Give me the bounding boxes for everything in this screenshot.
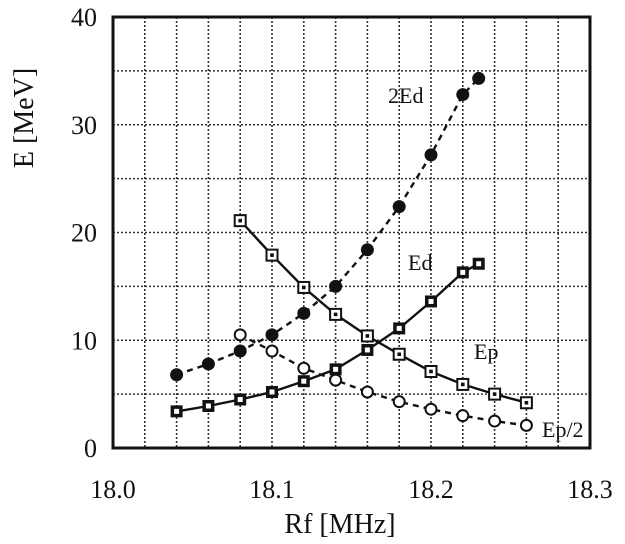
data-point-2ed	[170, 368, 184, 382]
data-point-ed	[472, 257, 485, 270]
x-tick-label: 18.0	[90, 475, 136, 504]
series-label-ep: Ep	[474, 339, 498, 364]
series-line-2ed	[176, 77, 480, 376]
data-point-ed	[202, 399, 215, 412]
series-label-ep-half: Ep/2	[542, 417, 584, 442]
series-line-ep-2	[239, 333, 527, 427]
data-point-ep-2	[392, 395, 406, 409]
y-tick-label: 20	[71, 219, 97, 248]
data-point-ep	[456, 377, 470, 391]
series-markers	[170, 71, 533, 432]
data-point-2ed	[472, 71, 486, 85]
data-point-ed	[234, 393, 247, 406]
data-point-ed	[329, 363, 342, 376]
data-point-2ed	[360, 243, 374, 257]
data-point-ep	[488, 387, 502, 401]
data-point-ed	[456, 266, 469, 279]
data-point-ep-2	[329, 373, 343, 387]
data-point-ed	[266, 385, 278, 398]
data-point-ep	[297, 280, 311, 294]
data-point-ep	[519, 396, 533, 410]
data-point-ep-2	[519, 418, 533, 432]
data-point-ep-2	[424, 402, 438, 416]
series-line-ep	[239, 219, 527, 404]
tick-labels: 18.0 18.1 18.2 18.3 0 10 20 30 40	[71, 3, 613, 504]
data-point-ep	[329, 307, 343, 321]
data-point-ep-2	[360, 385, 374, 399]
data-point-2ed	[297, 306, 311, 320]
data-point-ed	[425, 295, 437, 308]
x-tick-label: 18.2	[408, 475, 454, 504]
data-point-ed	[393, 322, 406, 335]
y-tick-label: 0	[84, 434, 97, 463]
series-lines	[176, 77, 527, 427]
y-tick-label: 10	[71, 326, 97, 355]
data-point-ep	[265, 248, 279, 262]
data-point-ep-2	[233, 328, 247, 342]
data-point-2ed	[329, 279, 343, 293]
x-axis-label: Rf [MHz]	[284, 509, 395, 540]
data-point-2ed	[233, 344, 247, 358]
data-point-2ed	[201, 357, 215, 371]
data-point-2ed	[424, 148, 438, 162]
data-point-ed	[170, 405, 183, 418]
data-point-ed	[361, 343, 374, 356]
data-point-ep-2	[456, 409, 470, 423]
grid	[113, 17, 590, 448]
data-point-ep-2	[265, 344, 279, 358]
x-tick-label: 18.1	[249, 475, 295, 504]
data-point-2ed	[392, 200, 406, 214]
x-tick-label: 18.3	[567, 475, 613, 504]
data-point-ep	[360, 329, 374, 343]
y-axis-label: E [MeV]	[9, 68, 40, 168]
data-point-ed	[297, 375, 310, 388]
data-point-2ed	[456, 88, 470, 102]
data-point-ep-2	[297, 361, 311, 375]
data-point-ep	[233, 214, 247, 228]
data-point-2ed	[265, 328, 279, 342]
data-point-ep-2	[488, 414, 502, 428]
data-point-ep	[424, 364, 438, 378]
plot-frame	[111, 15, 592, 450]
y-tick-label: 30	[71, 111, 97, 140]
y-tick-label: 40	[71, 3, 97, 32]
data-point-ep	[392, 347, 406, 361]
series-label-2ed: 2Ed	[388, 83, 423, 108]
series-label-ed: Ed	[408, 250, 432, 275]
